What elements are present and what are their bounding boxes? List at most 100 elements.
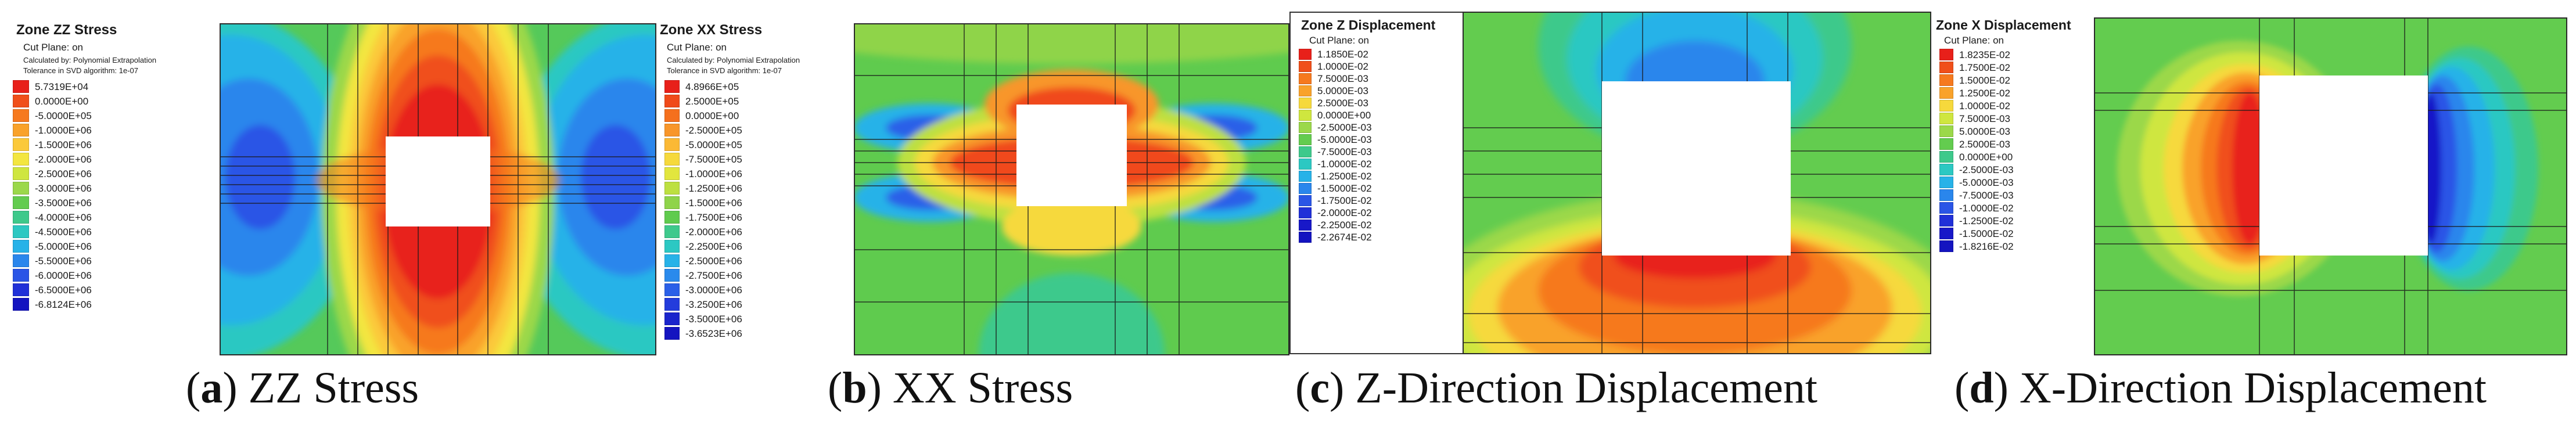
legend-swatch <box>664 109 680 122</box>
legend-entry: 1.1850E-02 <box>1299 49 1368 60</box>
legend-value: -5.0000E+05 <box>35 110 92 121</box>
legend-swatch <box>664 167 680 180</box>
legend-subtitle: Tolerance in SVD algorithm: 1e-07 <box>23 66 138 75</box>
legend-entry: 1.2500E-02 <box>1939 87 2010 99</box>
legend-swatch <box>1299 122 1312 133</box>
legend-swatch <box>13 167 29 180</box>
legend-swatch <box>1299 171 1312 182</box>
legend-swatch <box>664 153 680 166</box>
legend-entry: 5.0000E-03 <box>1299 85 1368 96</box>
legend-swatch <box>13 182 29 195</box>
legend-title: Zone XX Stress <box>660 22 763 38</box>
caption-d: (d) X-Direction Displacement <box>1955 364 2487 412</box>
legend-value: -7.5000E+05 <box>685 153 742 165</box>
legend-value: -2.5000E-03 <box>1959 164 2014 175</box>
legend-subtitle: Calculated by: Polynomial Extrapolation <box>667 56 800 64</box>
legend-entry: -5.0000E+06 <box>13 240 92 253</box>
legend-entry: -6.5000E+06 <box>13 283 92 296</box>
legend-swatch <box>664 138 680 151</box>
legend-value: 1.2500E-02 <box>1959 87 2010 99</box>
legend-xx-stress: Zone XX Stress Cut Plane: on Calculated … <box>656 17 857 354</box>
legend-swatch <box>1939 49 1953 60</box>
legend-swatch <box>1299 207 1312 218</box>
excavation-opening <box>386 136 490 226</box>
legend-value: -5.0000E-03 <box>1317 134 1372 145</box>
legend-value: -6.8124E+06 <box>35 298 92 310</box>
legend-entry: -3.5000E+06 <box>13 196 92 209</box>
legend-swatch <box>13 138 29 151</box>
legend-value: 0.0000E+00 <box>685 110 739 121</box>
legend-swatch <box>1939 151 1953 163</box>
panel-z-displacement: Zone Z Displacement Cut Plane: on 1.1850… <box>1289 0 1931 360</box>
legend-swatch <box>1939 215 1953 226</box>
legend-swatch <box>664 298 680 311</box>
legend-entry: 7.5000E-03 <box>1299 73 1368 84</box>
legend-value: -1.2500E+06 <box>685 182 742 194</box>
legend-entry: -3.0000E+06 <box>664 283 742 296</box>
legend-value: 1.0000E-02 <box>1959 100 2010 112</box>
legend-value: -3.0000E+06 <box>35 182 92 194</box>
legend-value: -1.0000E+06 <box>685 168 742 179</box>
legend-entry: -1.5000E+06 <box>664 196 742 209</box>
legend-value: -6.0000E+06 <box>35 269 92 281</box>
legend-value: -1.5000E+06 <box>685 197 742 208</box>
legend-entry: 1.5000E-02 <box>1939 74 2010 86</box>
legend-swatch <box>1299 134 1312 145</box>
legend-value: 5.0000E-03 <box>1959 125 2010 137</box>
legend-entry: 0.0000E+00 <box>1299 110 1371 121</box>
legend-entry: 2.5000E+05 <box>664 95 739 107</box>
legend-subtitle: Cut Plane: on <box>1944 35 2004 46</box>
legend-swatch <box>13 254 29 267</box>
legend-entry: -1.5000E-02 <box>1939 228 2014 239</box>
legend-entry: -2.5000E-03 <box>1939 164 2014 175</box>
legend-swatch <box>13 109 29 122</box>
legend-value: 7.5000E-03 <box>1959 113 2010 124</box>
legend-value: 0.0000E+00 <box>35 95 89 107</box>
legend-entry: 2.5000E-03 <box>1939 138 2010 150</box>
legend-value: 7.5000E-03 <box>1317 73 1368 84</box>
legend-entry: -4.0000E+06 <box>13 211 92 224</box>
legend-value: -1.5000E+06 <box>35 139 92 150</box>
legend-swatch <box>13 211 29 224</box>
legend-swatch <box>13 298 29 311</box>
legend-value: -2.5000E+06 <box>685 255 742 267</box>
legend-swatch <box>13 225 29 238</box>
legend-value: -5.0000E+06 <box>35 240 92 252</box>
legend-swatch <box>1939 74 1953 86</box>
legend-swatch <box>664 211 680 224</box>
excavation-opening <box>2259 75 2428 256</box>
caption-text: XX Stress <box>881 364 1073 412</box>
legend-entry: -7.5000E-03 <box>1939 189 2014 201</box>
contour-plot-x-displacement <box>2094 17 2567 355</box>
legend-entry: 1.0000E-02 <box>1299 61 1368 72</box>
contour-plot-zz-stress <box>220 23 656 355</box>
legend-entry: -1.0000E+06 <box>13 124 92 136</box>
legend-entry: 5.7319E+04 <box>13 80 88 93</box>
legend-entry: -1.0000E+06 <box>664 167 742 180</box>
legend-x-displacement: Zone X Displacement Cut Plane: on 1.8235… <box>1931 17 2094 354</box>
caption-b: (b) XX Stress <box>828 364 1073 412</box>
excavation-opening <box>1602 81 1791 256</box>
panel-zz-stress: Zone ZZ Stress Cut Plane: on Calculated … <box>0 0 656 360</box>
legend-swatch <box>664 182 680 195</box>
legend-entry: -3.2500E+06 <box>664 298 742 311</box>
legend-value: 1.1850E-02 <box>1317 49 1368 60</box>
legend-entry: -7.5000E-03 <box>1299 146 1372 157</box>
caption-text: ZZ Stress <box>237 364 419 412</box>
legend-entry: -4.5000E+06 <box>13 225 92 238</box>
legend-swatch <box>13 124 29 136</box>
legend-entry: 0.0000E+00 <box>13 95 88 107</box>
legend-value: -2.5000E+06 <box>35 168 92 179</box>
legend-swatch <box>13 153 29 166</box>
legend-entry: 1.8235E-02 <box>1939 49 2010 60</box>
legend-swatch <box>13 196 29 209</box>
legend-swatch <box>664 196 680 209</box>
caption-a: (a) ZZ Stress <box>186 364 419 412</box>
caption-text: Z-Direction Displacement <box>1344 364 1817 412</box>
legend-value: -2.0000E-02 <box>1317 207 1372 218</box>
legend-swatch <box>1299 73 1312 84</box>
legend-entry: -2.5000E-03 <box>1299 122 1372 133</box>
legend-entry: 2.5000E-03 <box>1299 98 1368 109</box>
legend-value: 5.7319E+04 <box>35 81 89 92</box>
legend-swatch <box>664 312 680 325</box>
